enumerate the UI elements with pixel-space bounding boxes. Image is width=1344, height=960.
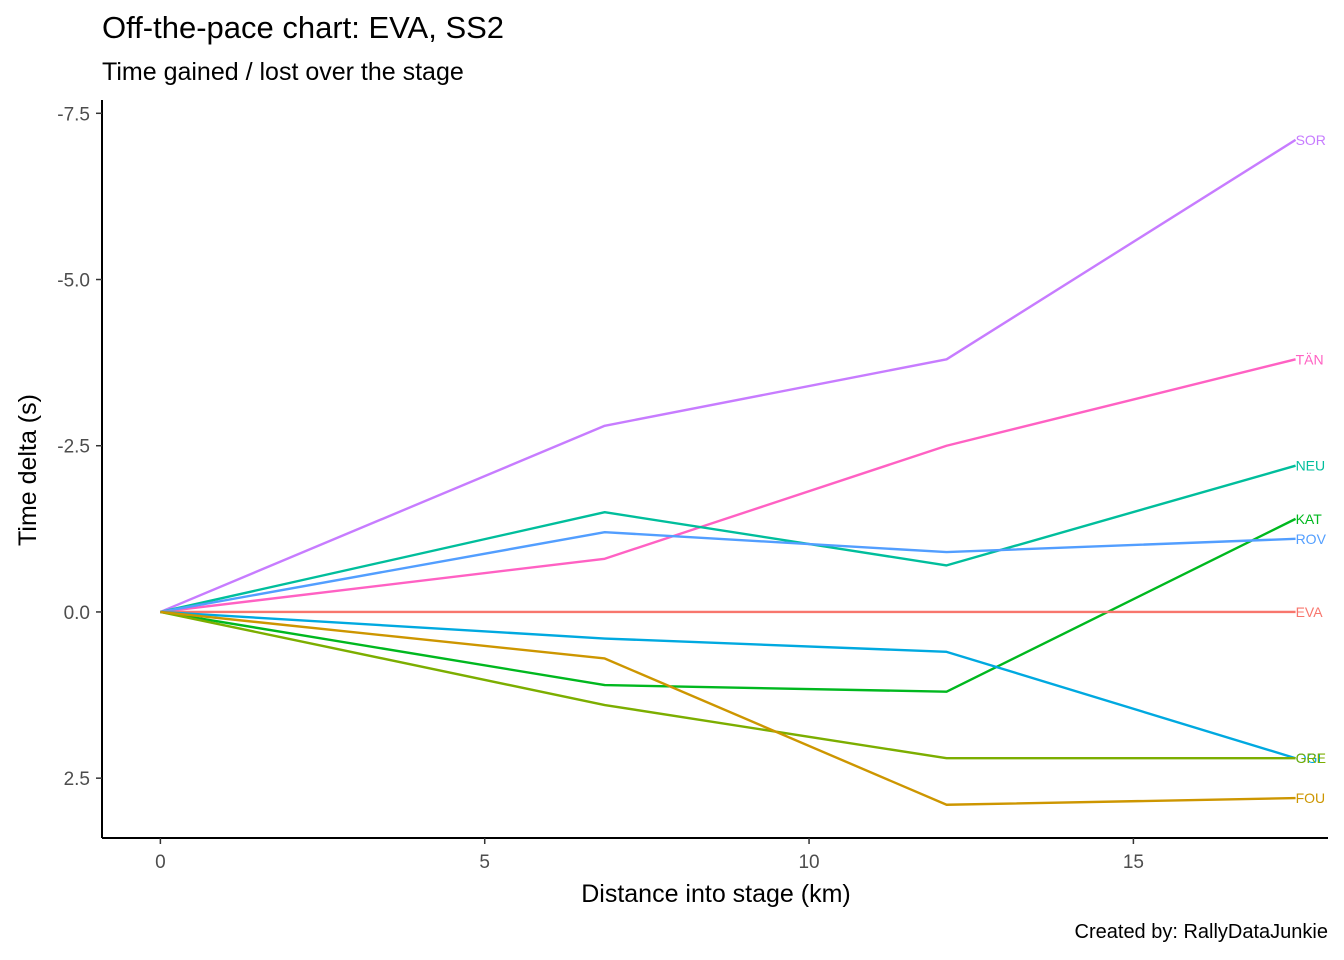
series-label-kat: KAT: [1296, 511, 1323, 527]
series-line-rov: [160, 530, 1296, 614]
chart-caption: Created by: RallyDataJunkie: [1074, 921, 1328, 943]
series-line-sor: [159, 138, 1297, 614]
series-label-fou: FOU: [1296, 790, 1326, 806]
y-tick-label: -5.0: [57, 271, 90, 292]
axis-ticks: 0 5 10 15 -7.5 -5.0 -2.5 0.0 2.5: [57, 104, 1144, 873]
series-line-ogi: [160, 610, 1296, 760]
x-tick-label: 5: [479, 852, 490, 873]
x-axis-title: Distance into stage (km): [581, 880, 851, 908]
series-line-neu: [160, 464, 1296, 614]
chart-title: Off-the-pace chart: EVA, SS2: [102, 10, 505, 45]
series-label-rov: ROV: [1296, 531, 1327, 547]
series-line-kat: [160, 517, 1297, 693]
series-label-sor: SOR: [1296, 132, 1326, 148]
series-label-tän: TÄN: [1296, 351, 1324, 367]
series-label-neu: NEU: [1296, 458, 1326, 474]
x-tick-label: 10: [798, 852, 819, 873]
series-line-fou: [160, 610, 1296, 806]
series-line-tän: [160, 358, 1296, 614]
series-label-ogi: OGI: [1296, 750, 1322, 766]
axes: [101, 100, 1328, 839]
series-line-gre: [160, 610, 1296, 760]
chart-subtitle: Time gained / lost over the stage: [102, 58, 464, 86]
series-lines: [159, 138, 1297, 806]
y-tick-label: -2.5: [57, 437, 90, 458]
series-label-eva: EVA: [1296, 604, 1324, 620]
y-axis-title: Time delta (s): [14, 394, 42, 546]
y-tick-label: -7.5: [57, 104, 90, 125]
y-tick-label: 2.5: [64, 769, 90, 790]
x-tick-label: 0: [155, 852, 166, 873]
y-tick-label: 0.0: [64, 603, 90, 624]
series-label-gre: GRE: [1296, 750, 1326, 766]
x-tick-label: 15: [1123, 852, 1144, 873]
